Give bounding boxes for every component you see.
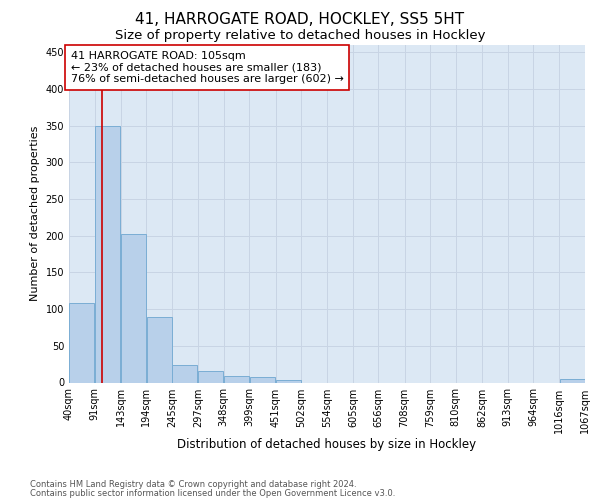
Text: 41 HARROGATE ROAD: 105sqm
← 23% of detached houses are smaller (183)
76% of semi: 41 HARROGATE ROAD: 105sqm ← 23% of detac…	[71, 51, 344, 84]
Text: Size of property relative to detached houses in Hockley: Size of property relative to detached ho…	[115, 29, 485, 42]
Bar	[146, 317, 172, 382]
Bar	[250, 376, 275, 382]
Bar	[121, 234, 146, 382]
Bar	[172, 365, 197, 382]
X-axis label: Distribution of detached houses by size in Hockley: Distribution of detached houses by size …	[178, 438, 476, 452]
Bar	[276, 380, 301, 382]
Bar	[560, 379, 585, 382]
Bar	[199, 372, 223, 382]
Bar	[95, 126, 120, 382]
Y-axis label: Number of detached properties: Number of detached properties	[30, 126, 40, 302]
Text: 41, HARROGATE ROAD, HOCKLEY, SS5 5HT: 41, HARROGATE ROAD, HOCKLEY, SS5 5HT	[136, 12, 464, 28]
Text: Contains public sector information licensed under the Open Government Licence v3: Contains public sector information licen…	[30, 488, 395, 498]
Bar	[224, 376, 249, 382]
Text: Contains HM Land Registry data © Crown copyright and database right 2024.: Contains HM Land Registry data © Crown c…	[30, 480, 356, 489]
Bar	[69, 304, 94, 382]
